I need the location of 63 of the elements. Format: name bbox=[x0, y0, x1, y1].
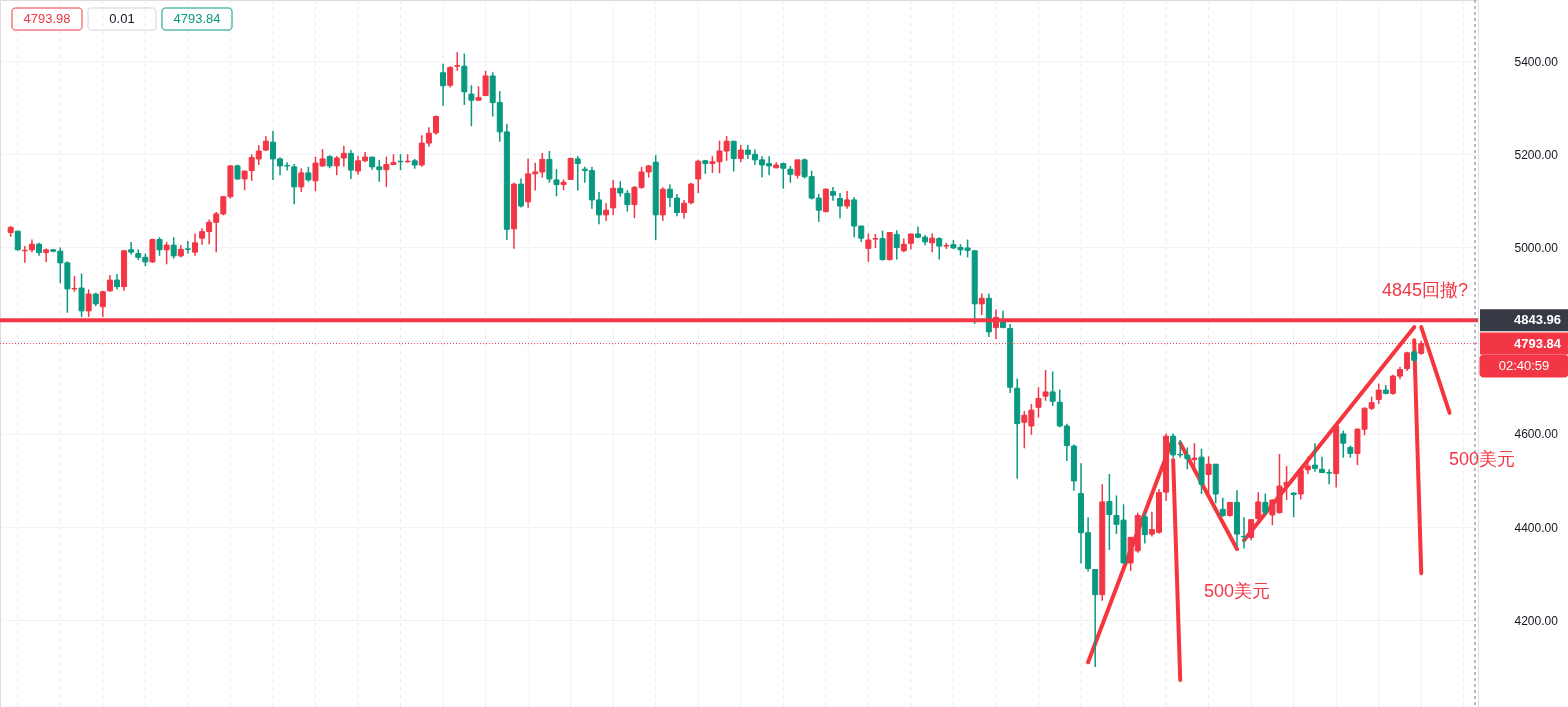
candlestick bbox=[1340, 429, 1347, 459]
candlestick bbox=[1035, 386, 1042, 419]
candlestick bbox=[1106, 473, 1113, 551]
candlestick bbox=[1042, 369, 1049, 402]
candlestick bbox=[447, 65, 454, 89]
candlestick bbox=[518, 177, 525, 209]
y-tick-label: 5400.00 bbox=[1514, 54, 1559, 69]
text: 02:40:59 bbox=[1498, 358, 1550, 373]
candlestick bbox=[822, 187, 829, 214]
candlestick bbox=[191, 232, 198, 257]
candlestick bbox=[1290, 491, 1297, 519]
candlestick bbox=[1141, 510, 1148, 545]
annotation: 4793.98 bbox=[23, 11, 71, 26]
candlestick bbox=[978, 292, 985, 316]
annotation: 500美元 bbox=[1448, 449, 1516, 469]
candlestick bbox=[43, 247, 50, 263]
candlestick bbox=[1311, 442, 1318, 473]
candlestick bbox=[163, 241, 170, 265]
y-tick-label: 4600.00 bbox=[1514, 427, 1559, 442]
candlestick bbox=[1205, 455, 1212, 496]
candlestick bbox=[730, 140, 737, 173]
candlestick bbox=[780, 161, 787, 190]
candlestick bbox=[936, 236, 943, 261]
candlestick bbox=[1241, 516, 1248, 550]
candlestick bbox=[1304, 455, 1311, 475]
annotation: 500美元 bbox=[1203, 581, 1271, 601]
candlestick bbox=[1375, 382, 1382, 405]
candlestick bbox=[440, 63, 447, 107]
candlestick bbox=[156, 236, 163, 257]
y-tick-label: 4200.00 bbox=[1514, 613, 1559, 628]
annotation: 4793.84 bbox=[173, 11, 221, 26]
candlestick bbox=[603, 202, 610, 222]
candlestick bbox=[1255, 491, 1262, 525]
ref-line-label: 4793.84 bbox=[1514, 335, 1562, 351]
candlestick bbox=[184, 240, 191, 255]
candlestick bbox=[794, 159, 801, 180]
candlestick bbox=[879, 229, 886, 262]
candlestick bbox=[14, 230, 21, 252]
candlestick bbox=[170, 236, 177, 260]
candlestick bbox=[610, 179, 617, 217]
candlestick bbox=[1262, 492, 1269, 517]
candlestick bbox=[695, 159, 702, 194]
annotation: 0.01 bbox=[109, 11, 135, 26]
y-tick-label: 5200.00 bbox=[1514, 147, 1559, 162]
candlestick bbox=[929, 232, 936, 253]
y-tick-label: 5000.00 bbox=[1514, 240, 1559, 255]
candlestick bbox=[574, 155, 581, 192]
candlestick bbox=[78, 272, 85, 318]
y-tick-label: 4400.00 bbox=[1514, 520, 1559, 535]
candlestick bbox=[482, 70, 489, 97]
candlestick bbox=[893, 229, 900, 261]
candlestick bbox=[1219, 496, 1226, 518]
candlestick bbox=[1297, 466, 1304, 501]
candlestick bbox=[149, 237, 156, 264]
candlestick bbox=[347, 149, 354, 180]
candlestick bbox=[837, 192, 844, 220]
annotation: 4845回撤? bbox=[1381, 280, 1469, 300]
candlestick bbox=[1049, 370, 1056, 407]
ref-line-label: 4843.96 bbox=[1514, 312, 1561, 328]
candlestick bbox=[298, 167, 305, 193]
candlestick bbox=[468, 84, 475, 128]
candlestick bbox=[454, 51, 461, 72]
candlestick bbox=[681, 199, 688, 220]
